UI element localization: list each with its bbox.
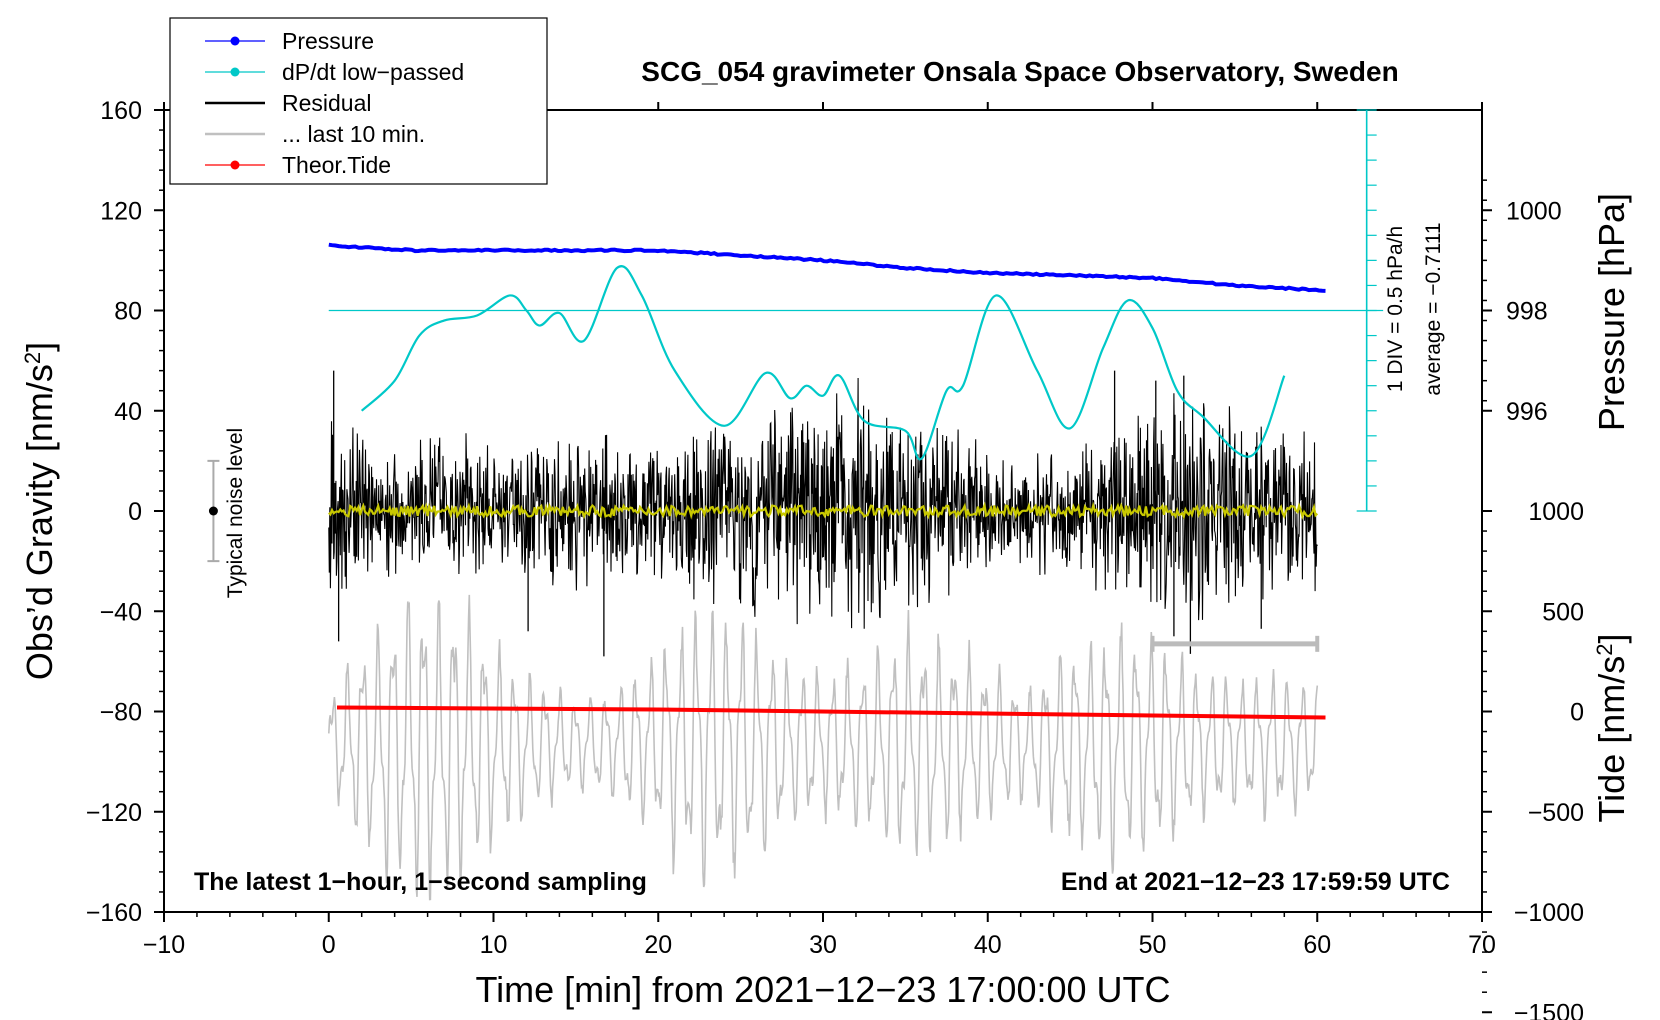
noise-level-dot [208, 506, 218, 516]
legend-label: dP/dt low−passed [282, 59, 464, 85]
tide-tick-label: −1000 [1514, 899, 1584, 927]
y-tick-label: −120 [86, 799, 142, 827]
grey-last-10-min-series [328, 594, 1319, 901]
pressure-tick-label: 998 [1506, 298, 1548, 326]
pressure-series [328, 242, 1326, 293]
annotation-end-time: End at 2021−12−23 17:59:59 UTC [1061, 868, 1450, 896]
y-axis-label-tide-superscript: 2 [1592, 644, 1617, 656]
y-axis-label-tide: Tide [nm/s2] [1591, 634, 1632, 823]
chart-title: SCG_054 gravimeter Onsala Space Observat… [641, 56, 1398, 87]
pressure-tick-label: 996 [1506, 398, 1548, 426]
x-tick-label: 20 [644, 931, 672, 959]
legend-label: Pressure [282, 28, 374, 54]
x-tick-label: 40 [974, 931, 1002, 959]
residual-smoothed-series [328, 501, 1319, 520]
tick-layer: −10 0 10 20 30 40 50 60 70 160 120 80 40 0 −40 −80 −120 −… [86, 97, 1584, 1020]
tide-tick-label: 0 [1570, 699, 1584, 727]
legend-marker [230, 67, 240, 77]
y-tick-label: −80 [100, 699, 142, 727]
pressure-tick-label: 1000 [1506, 197, 1562, 225]
x-tick-label: 10 [480, 931, 508, 959]
x-tick-label: −10 [143, 931, 185, 959]
y-axis-label-pressure: Pressure [hPa] [1591, 193, 1632, 431]
y-tick-label: 40 [114, 398, 142, 426]
tide-tick-label: 500 [1542, 598, 1584, 626]
x-tick-label: 50 [1139, 931, 1167, 959]
x-axis-label: Time [min] from 2021−12−23 17:00:00 UTC [475, 969, 1170, 1010]
dpdt-average-label: average = −0.7111 [1422, 222, 1445, 395]
x-tick-label: 60 [1303, 931, 1331, 959]
y-tick-label: 160 [100, 97, 142, 125]
tide-series [336, 705, 1326, 720]
y-tick-label: 120 [100, 197, 142, 225]
legend-label: Theor.Tide [282, 152, 391, 178]
tide-tick-label: −1500 [1514, 999, 1584, 1020]
y-tick-label: −160 [86, 899, 142, 927]
legend-marker [230, 36, 240, 46]
y-axis-label-left: Obs’d Gravity [nm/s2] [19, 342, 60, 680]
tide-tick-label: −500 [1528, 799, 1584, 827]
x-tick-label: 0 [322, 931, 336, 959]
legend-label: ... last 10 min. [282, 121, 425, 147]
x-tick-label: 30 [809, 931, 837, 959]
legend-marker [230, 160, 240, 170]
series-layer [207, 109, 1384, 901]
noise-level-label: Typical noise level [224, 428, 247, 598]
y-axis-label-left-superscript: 2 [20, 352, 45, 364]
legend: Pressure dP/dt low−passed Residual ... last… [169, 17, 548, 185]
x-tick-label: 70 [1468, 931, 1496, 959]
legend-label: Residual [282, 90, 372, 116]
tide-tick-label: 1000 [1528, 498, 1584, 526]
dpdt-scale-label: 1 DIV = 0.5 hPa/h [1384, 226, 1407, 392]
dpdt-series [360, 265, 1286, 461]
annotation-latest-hour: The latest 1−hour, 1−second sampling [194, 868, 647, 896]
y-tick-label: 80 [114, 298, 142, 326]
legend-box [169, 17, 548, 185]
y-tick-label: 0 [128, 498, 142, 526]
y-tick-label: −40 [100, 598, 142, 626]
residual-series [328, 377, 1318, 629]
